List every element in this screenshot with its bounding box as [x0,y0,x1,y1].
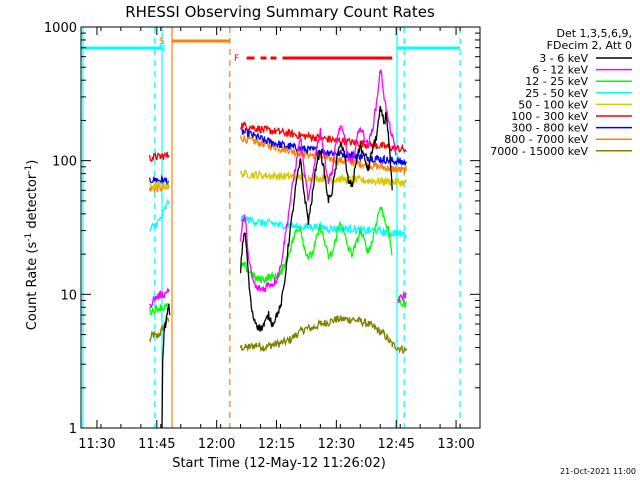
y-axis-label-sup1: -1 [24,233,34,242]
series-line-6-seg-0 [148,174,170,187]
vertical-markers [82,27,461,428]
legend-label-6: 300 - 800 keV [511,122,588,135]
legend-label-1: 6 - 12 keV [532,64,588,77]
legend-header-0: Det 1,3,5,6,9, [556,27,632,40]
series-line-2-seg-1 [240,205,393,284]
y-tick-label-2: 100 [52,155,77,170]
series-line-5-seg-0 [148,151,170,163]
series-line-2-seg-0 [148,302,170,317]
legend-label-5: 100 - 300 keV [511,110,588,123]
x-tick-label-2: 12:00 [198,437,235,452]
flare-flag-label: F [234,54,239,64]
legend-label-2: 12 - 25 keV [525,75,588,88]
x-tick-label-0: 11:30 [78,437,115,452]
y-axis-label-part2: detector [25,173,40,233]
x-tick-label-6: 13:00 [437,437,474,452]
series-lines [148,68,407,429]
plot-frame [80,26,481,429]
y-tick-label-1: 10 [60,288,77,303]
series-line-0-seg-1 [239,105,393,332]
x-tick-label-1: 11:45 [138,437,175,452]
series-line-1-seg-1 [239,68,397,292]
legend-label-0: 3 - 6 keV [539,52,588,65]
series-line-1-seg-2 [397,291,407,304]
y-tick-label-0: 1 [69,422,77,437]
axes: 11:30 11:45 12:00 12:15 12:30 12:45 13:00 1 10 10… [44,21,481,452]
legend-label-3: 25 - 50 keV [525,87,588,100]
legend-label-7: 800 - 7000 keV [504,133,588,146]
legend-header-1: FDecim 2, Att 0 [547,39,632,52]
series-line-3-seg-1 [240,214,407,239]
x-axis-label: Start Time (12-May-12 11:26:02) [172,456,386,471]
y-axis-label-part1: Count Rate (s [25,242,40,331]
y-tick-label-3: 1000 [44,21,77,36]
legend: Det 1,3,5,6,9,FDecim 2, Att 03 - 6 keV6 … [490,27,632,158]
saa-flag-label: S [159,37,165,47]
footer-date: 21-Oct-2021 11:00 [560,467,636,476]
legend-label-4: 50 - 100 keV [518,98,588,111]
x-tick-label-3: 12:15 [258,437,295,452]
x-tick-label-4: 12:30 [318,437,355,452]
series-line-0-seg-0 [161,303,171,429]
status-flags: SN F [81,37,461,64]
series-line-3-seg-0 [149,199,170,232]
y-axis-label-sup2: -1 [24,165,34,174]
series-line-8-seg-1 [239,315,407,355]
y-axis-label: Count Rate (s-1 detector-1) [24,160,40,331]
series-line-4-seg-0 [149,180,170,191]
series-line-5-seg-1 [240,120,407,153]
legend-label-8: 7000 - 15000 keV [490,145,588,158]
series-line-4-seg-1 [239,169,407,187]
y-axis-label-part3: ) [25,160,40,165]
series-line-1-seg-0 [149,286,170,309]
x-tick-label-5: 12:45 [377,437,414,452]
chart-title: RHESSI Observing Summary Count Rates [125,3,435,21]
night-flag-label: N [159,44,166,54]
